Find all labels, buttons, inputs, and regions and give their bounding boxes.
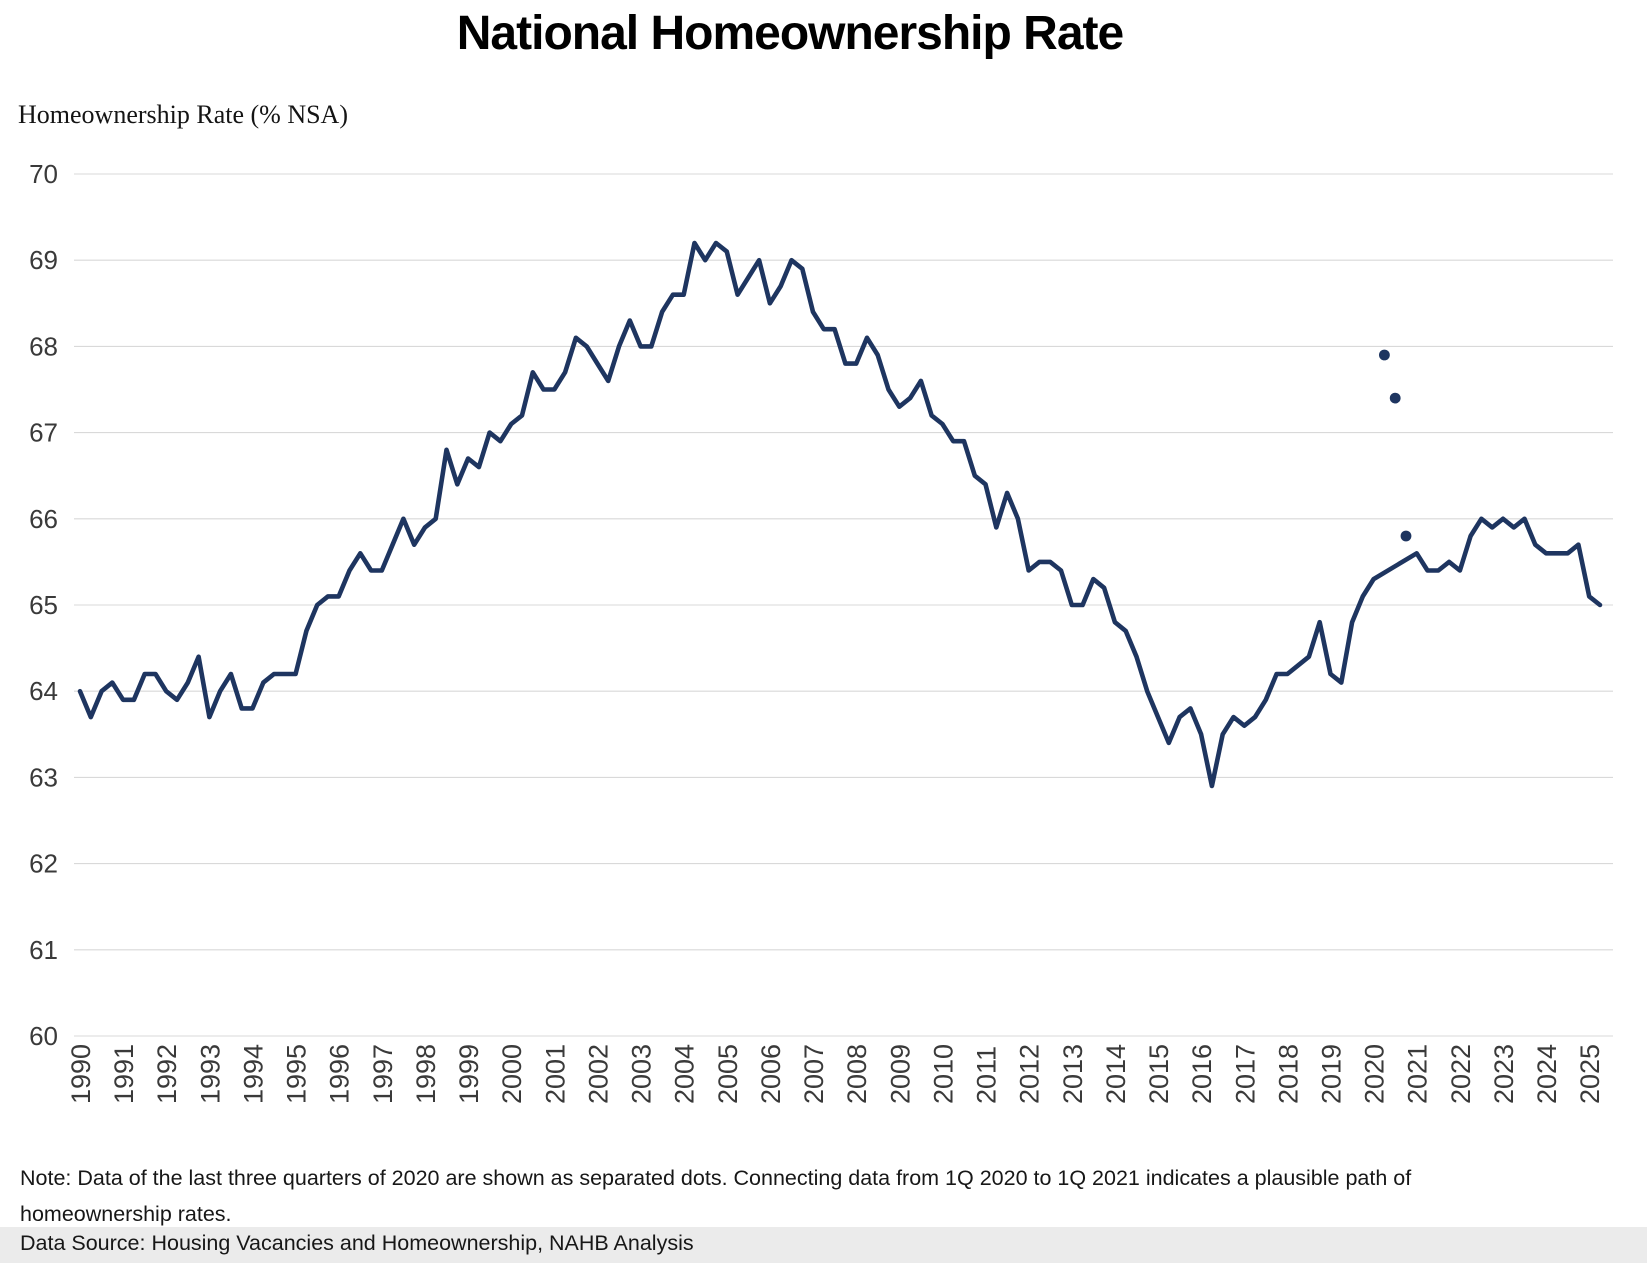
x-tick-label: 2003 (627, 1044, 657, 1104)
x-tick-label: 2008 (842, 1044, 872, 1104)
x-tick-label: 2024 (1532, 1044, 1562, 1104)
y-tick-label: 63 (29, 762, 58, 792)
x-tick-label: 1998 (411, 1044, 441, 1104)
x-tick-label: 2012 (1015, 1044, 1045, 1104)
y-tick-label: 62 (29, 849, 58, 879)
x-tick-label: 2019 (1317, 1044, 1347, 1104)
x-tick-label: 2001 (540, 1044, 570, 1104)
source-band (0, 1227, 1647, 1263)
x-tick-label: 1995 (282, 1044, 312, 1104)
y-tick-label: 66 (29, 504, 58, 534)
x-tick-label: 1994 (239, 1044, 269, 1104)
x-tick-label: 2020 (1360, 1044, 1390, 1104)
y-tick-label: 65 (29, 590, 58, 620)
x-tick-label: 2017 (1230, 1044, 1260, 1104)
x-tick-label: 2011 (972, 1046, 1002, 1104)
x-tick-label: 1999 (454, 1044, 484, 1104)
x-tick-label: 2004 (670, 1044, 700, 1104)
x-tick-label: 1996 (325, 1044, 355, 1104)
y-tick-label: 67 (29, 418, 58, 448)
x-tick-label: 2007 (799, 1044, 829, 1104)
x-tick-label: 2023 (1489, 1044, 1519, 1104)
separated-dot (1400, 530, 1412, 542)
x-tick-label: 2025 (1575, 1044, 1605, 1104)
x-tick-label: 2000 (497, 1044, 527, 1104)
x-tick-label: 2015 (1144, 1044, 1174, 1104)
x-tick-label: 2021 (1403, 1044, 1433, 1104)
data-source: Data Source: Housing Vacancies and Homeo… (20, 1231, 694, 1255)
chart-note: Note: Data of the last three quarters of… (20, 1166, 1412, 1226)
x-tick-label: 1997 (368, 1044, 398, 1104)
y-tick-label: 70 (29, 159, 58, 189)
x-tick-label: 2002 (583, 1044, 613, 1104)
x-tick-label: 2018 (1273, 1044, 1303, 1104)
x-tick-label: 2016 (1187, 1044, 1217, 1104)
x-tick-label: 2009 (885, 1044, 915, 1104)
separated-dot (1389, 392, 1401, 404)
x-tick-label: 2022 (1446, 1044, 1476, 1104)
x-tick-label: 1992 (152, 1044, 182, 1104)
x-tick-label: 1993 (195, 1044, 225, 1104)
x-tick-label: 2006 (756, 1044, 786, 1104)
y-tick-label: 64 (29, 676, 58, 706)
x-tick-label: 2010 (928, 1044, 958, 1104)
y-tick-label: 69 (29, 245, 58, 275)
y-tick-label: 60 (29, 1021, 58, 1051)
y-tick-label: 61 (29, 935, 58, 965)
x-tick-label: 2005 (713, 1044, 743, 1104)
y-tick-label: 68 (29, 331, 58, 361)
separated-dot (1379, 349, 1390, 361)
x-tick-label: 1991 (109, 1044, 139, 1104)
homeownership-line (77, 240, 1603, 789)
x-tick-label: 1990 (66, 1044, 96, 1104)
chart-title: National Homeownership Rate (456, 7, 1124, 60)
y-axis-title: Homeownership Rate (% NSA) (18, 100, 348, 129)
x-tick-label: 2013 (1058, 1044, 1088, 1104)
x-tick-label: 2014 (1101, 1044, 1131, 1104)
